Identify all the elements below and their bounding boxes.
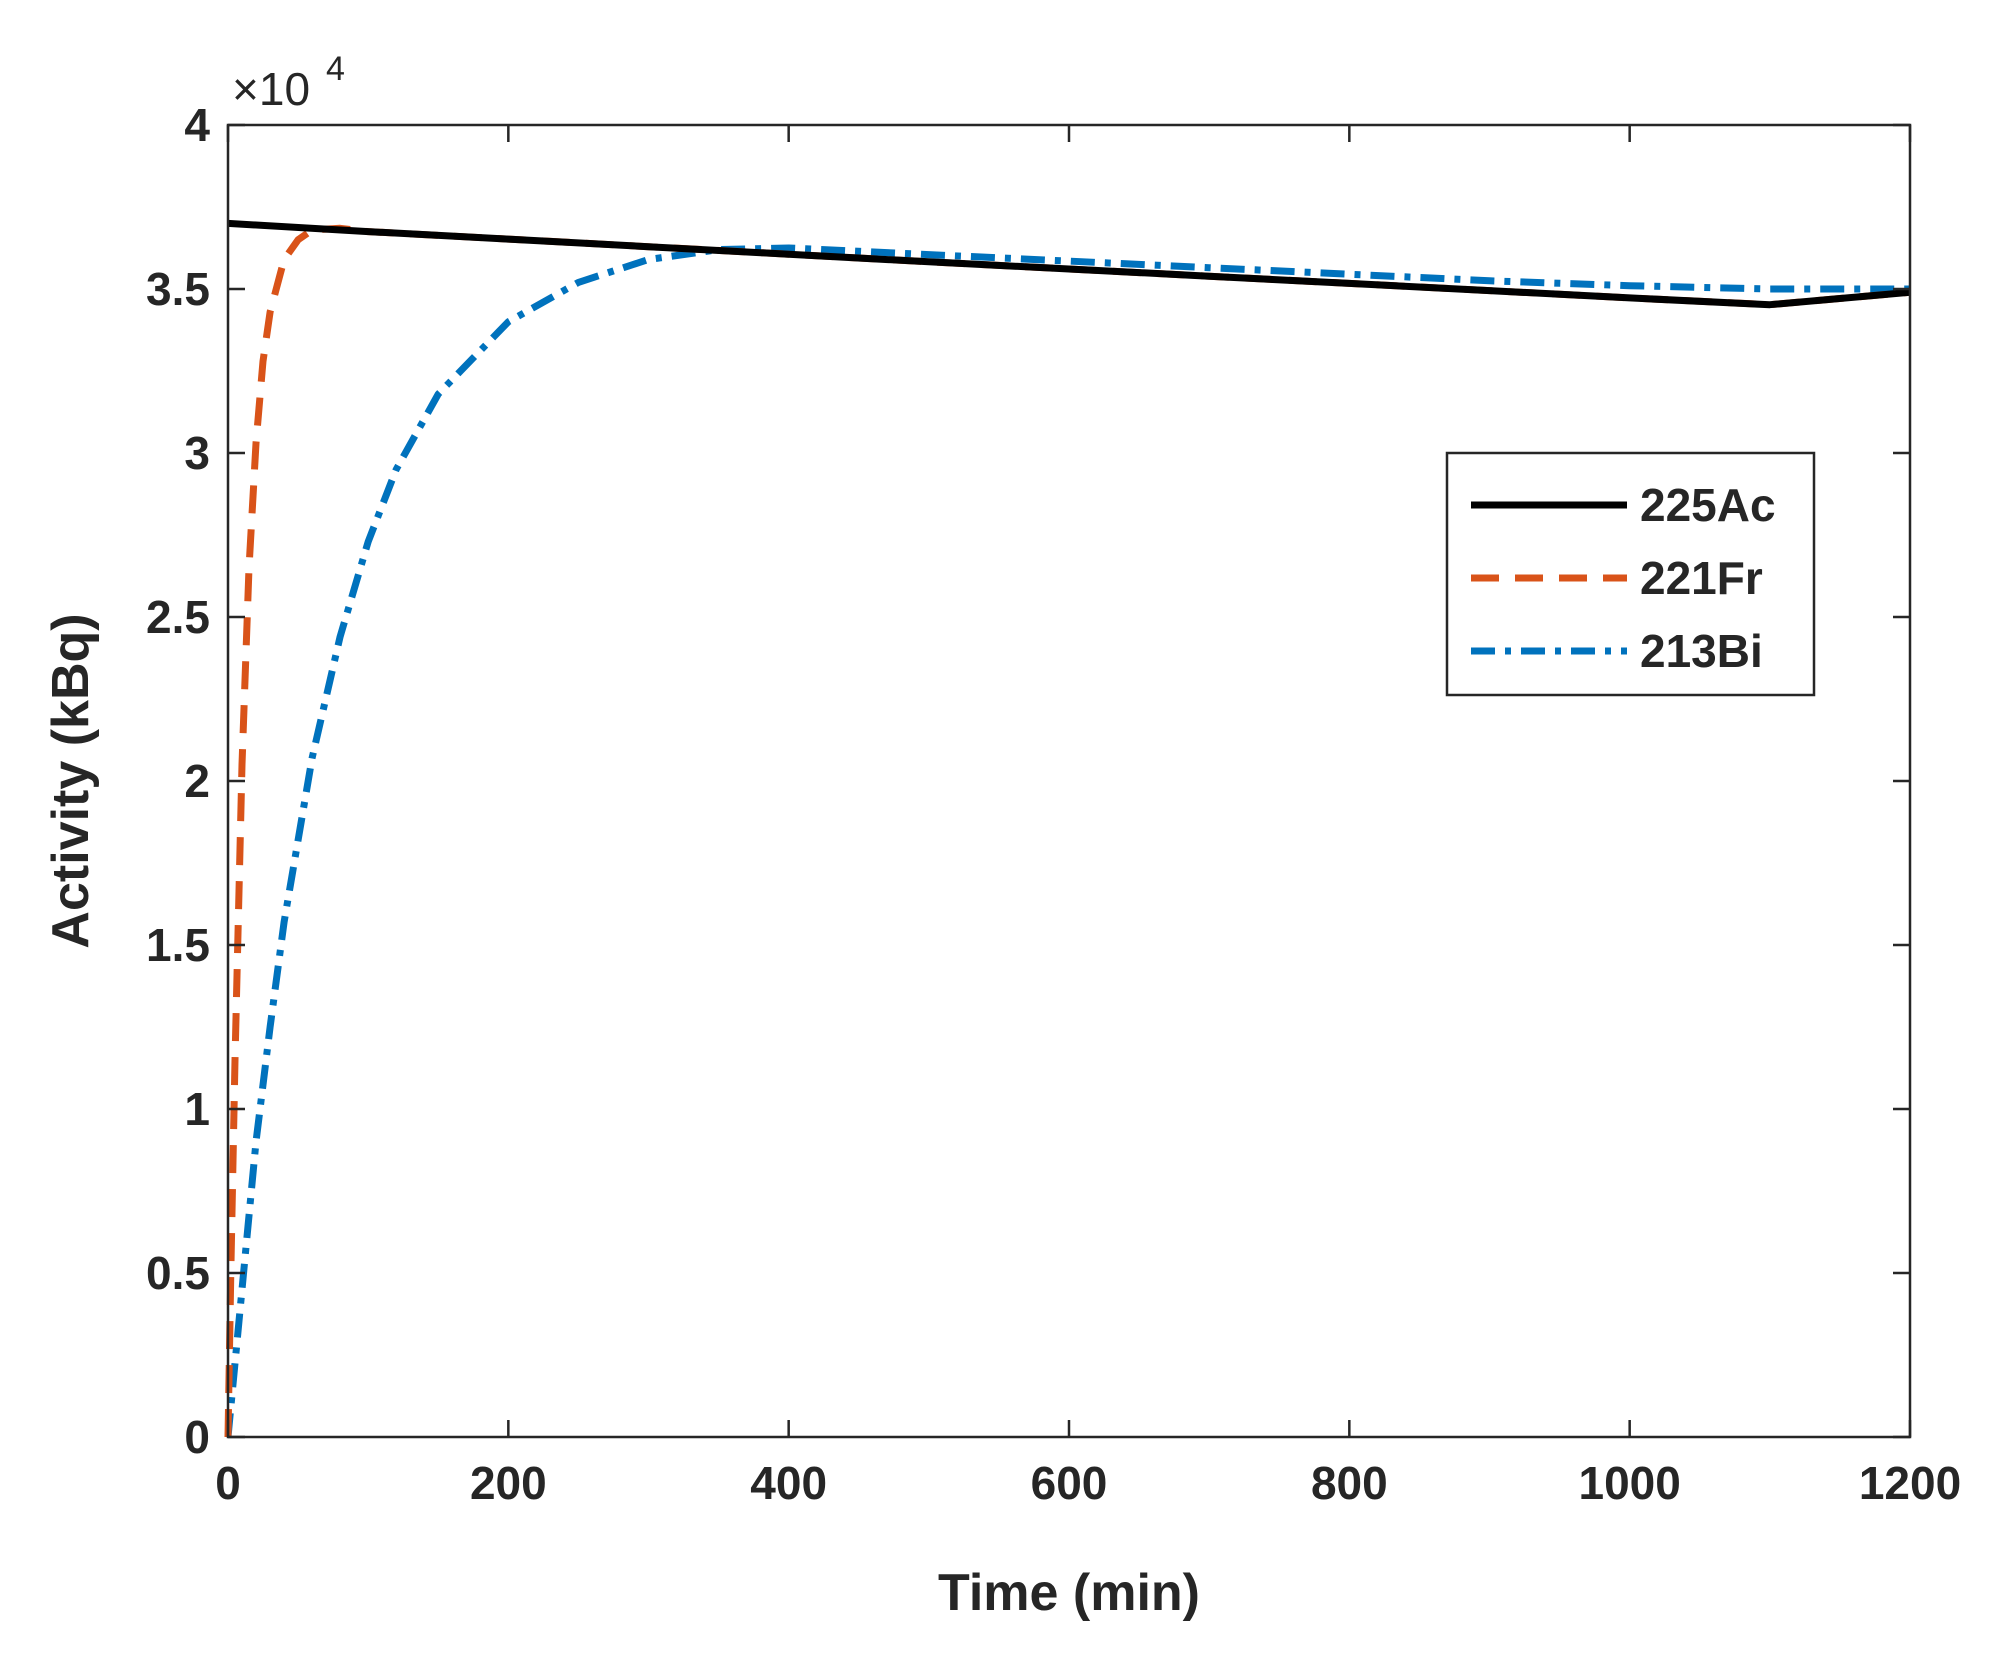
y-tick-label: 1 <box>184 1083 210 1135</box>
y-tick-label: 0 <box>184 1411 210 1463</box>
plot-frame <box>226 123 1912 1439</box>
y-tick-label: 4 <box>184 99 210 151</box>
legend-label-221Fr: 221Fr <box>1640 552 1763 604</box>
x-tick-label: 1000 <box>1578 1457 1680 1509</box>
legend-box <box>1445 451 1816 697</box>
series-line-213Bi <box>224 244 1910 1438</box>
y-tick-label: 3 <box>184 427 210 479</box>
y-tick-label: 0.5 <box>146 1247 210 1299</box>
y-exponent-label: ×10 <box>232 63 310 115</box>
y-tick-label: 1.5 <box>146 919 210 971</box>
x-tick-label: 200 <box>470 1457 547 1509</box>
series-line-221Fr <box>224 224 1911 1438</box>
series-layer <box>224 219 1911 1438</box>
y-axis-label: Activity (kBq) <box>42 613 100 948</box>
series-line-225Ac <box>227 219 1911 309</box>
y-exponent-power: 4 <box>326 50 345 88</box>
legend-label-213Bi: 213Bi <box>1640 625 1763 677</box>
legend: 225Ac 221Fr 213Bi <box>1445 451 1816 697</box>
y-tick-label: 2.5 <box>146 591 210 643</box>
x-tick-label: 800 <box>1311 1457 1388 1509</box>
x-tick-label: 600 <box>1031 1457 1108 1509</box>
y-tick-label: 3.5 <box>146 263 210 315</box>
x-tick-label: 0 <box>215 1457 241 1509</box>
x-tick-label: 1200 <box>1859 1457 1961 1509</box>
x-tick-label: 400 <box>750 1457 827 1509</box>
legend-label-225Ac: 225Ac <box>1640 479 1776 531</box>
y-tick-label: 2 <box>184 755 210 807</box>
x-axis-label: Time (min) <box>938 1564 1200 1622</box>
ticks-layer: 0 200 400 600 800 1000 1200 0 0.5 1 1.5 2 2.5 3 3.5 4 <box>146 99 1961 1509</box>
